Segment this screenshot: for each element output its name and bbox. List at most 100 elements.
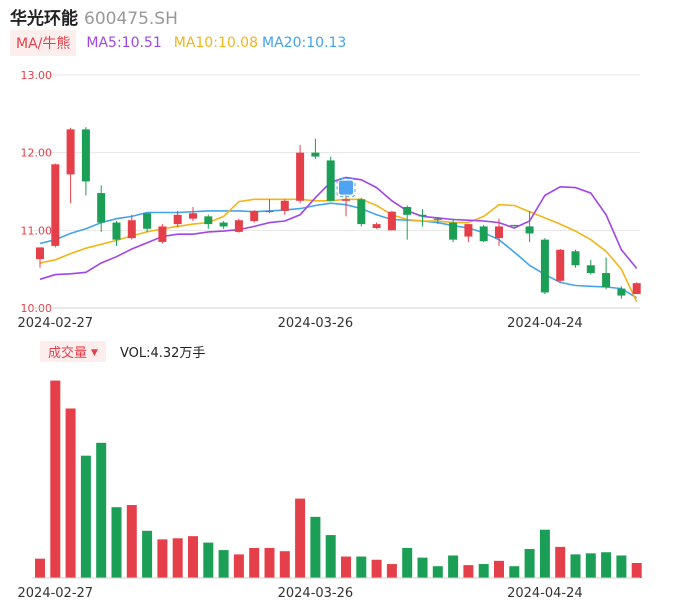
x-tick-label: 2024-04-24 [507,316,583,331]
candle-body [617,288,626,296]
candle-body [143,213,152,229]
candle-body [479,226,488,242]
volume-bar [386,564,397,578]
volume-bar [295,498,306,578]
candle-body [219,222,228,227]
ma10-line [39,198,638,303]
volume-bar [50,380,61,578]
event-marker-frame [336,178,356,198]
volume-bar [356,556,367,578]
volume-legend: 成交量 ▼ VOL:4.32万手 [40,340,206,362]
stock-title: 华光环能 600475.SH [10,4,178,29]
volume-bar [80,455,91,578]
volume-bar [218,550,229,578]
volume-bar [111,507,122,578]
volume-bar [631,562,642,578]
x-tick-label: 2024-04-24 [507,586,583,601]
candle-body [158,226,167,242]
volume-bar [524,549,535,578]
candle-body [342,199,350,201]
volume-bar [478,564,489,578]
volume-bar [494,560,504,578]
y-tick-label: 13.00 [21,69,53,82]
candle-body [204,216,213,225]
volume-bar [188,536,198,578]
volume-bar [585,553,596,578]
candle-body [189,213,197,219]
volume-bar [35,558,45,578]
volume-bar [279,551,290,578]
candle-body [357,199,366,225]
ma10-value: MA10:10.08 [173,35,259,51]
x-tick-label: 2024-02-27 [18,316,94,331]
volume-bar [463,565,474,578]
dropdown-arrow-icon: ▼ [91,347,98,358]
volume-bar [432,566,443,578]
x-tick-label: 2024-02-27 [18,586,94,601]
volume-bar [233,554,244,578]
event-marker-icon [339,180,353,195]
ma5-line [39,176,638,281]
candle-body [265,210,274,213]
candle-body [250,210,259,222]
candle-body [449,222,458,240]
candle-body [66,129,75,175]
ma20-value: MA20:10.13 [262,35,347,51]
candle-body [296,152,305,201]
volume-bar [371,559,382,578]
volume-bar [310,516,321,578]
volume-indicator-selector[interactable]: 成交量 ▼ [40,340,106,362]
volume-bar [264,547,275,578]
volume-bar [203,542,214,578]
candle-body [326,160,335,201]
candle-body [280,200,289,211]
candle-body [403,207,412,215]
ma-legend: MA/牛熊 MA5:10.51 MA10:10.08 MA20:10.13 [10,30,347,56]
volume-bar [539,529,550,578]
candle-body [311,152,320,157]
candle-body [571,251,580,266]
volume-bar [249,547,260,578]
candle-body [372,224,381,229]
ma20-line [39,202,638,299]
candle-body [464,224,473,237]
ma-indicator-selector[interactable]: MA/牛熊 [10,30,77,56]
x-tick-label: 2024-03-26 [278,586,354,601]
candle-body [112,222,121,240]
x-tick-label: 2024-03-26 [278,316,354,331]
candle-body [510,224,519,227]
volume-bar [172,538,183,578]
candle-body [36,247,44,260]
ma5-value: MA5:10.51 [86,35,162,51]
y-tick-label: 11.00 [21,224,53,237]
volume-bar [96,442,107,578]
volume-bar [417,557,428,578]
volume-bar [325,535,336,578]
candle-body [51,164,60,246]
candle-body [495,226,503,239]
candle-body [602,273,611,288]
candle-body [81,129,90,182]
volume-bar [126,505,137,578]
candle-body [173,214,182,225]
volume-bar [448,555,459,578]
volume-bar [570,554,581,578]
volume-bar [65,408,76,578]
candle-body [127,220,136,239]
volume-bar [509,566,520,578]
volume-value: VOL:4.32万手 [119,345,206,361]
volume-bar [142,530,153,578]
volume-bar [402,547,413,578]
candle-body [525,226,534,234]
volume-bar [601,552,612,578]
candle-body [97,193,106,223]
candle-body [556,249,565,281]
stock-name: 华光环能 [10,9,78,29]
candle-body [418,214,427,217]
stock-code: 600475.SH [84,9,178,29]
candle-body [387,211,396,231]
volume-bar [616,555,627,578]
candle-body [433,218,442,220]
candle-body [632,283,641,295]
